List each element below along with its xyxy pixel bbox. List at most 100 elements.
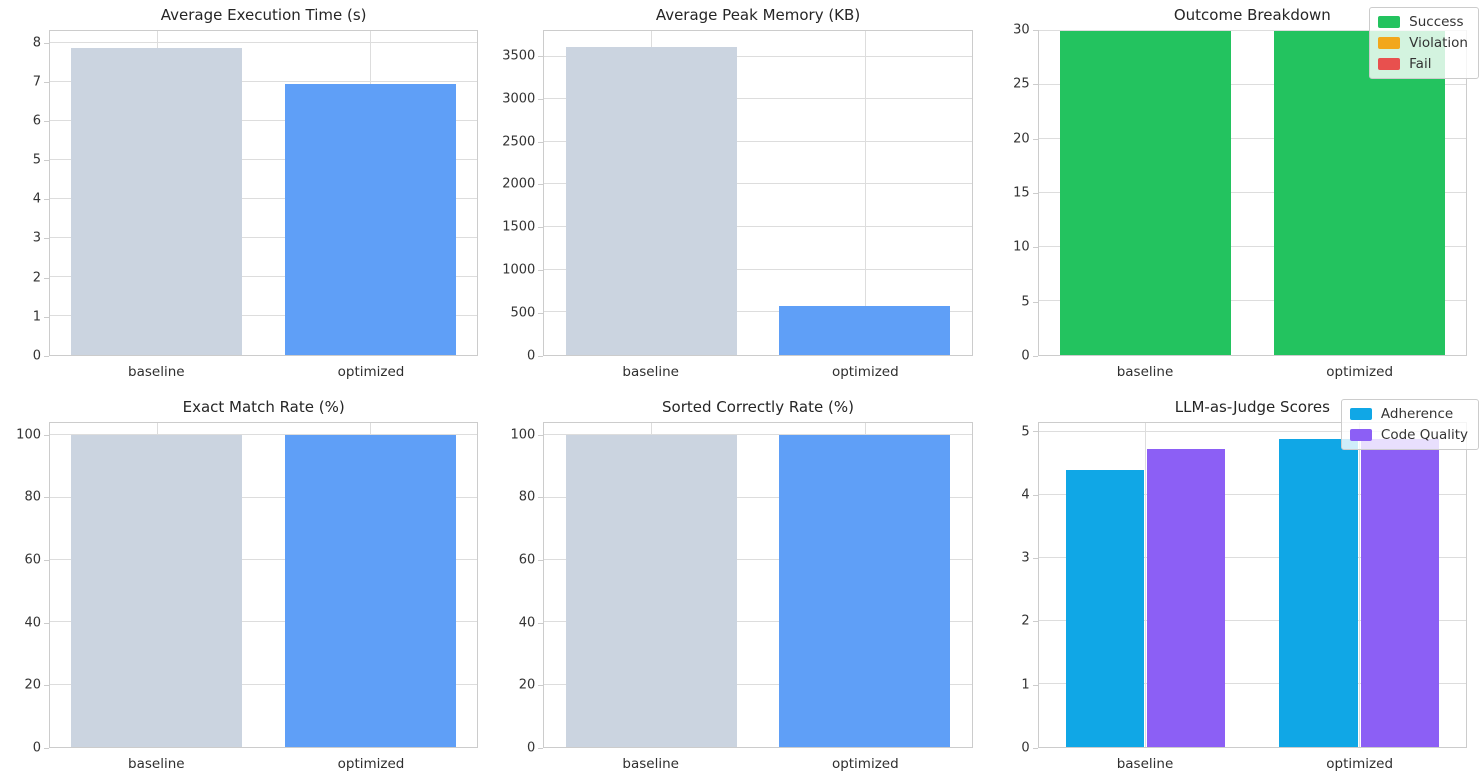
gridline-horizontal xyxy=(1038,84,1466,85)
gridline-horizontal xyxy=(544,683,972,685)
gridline-horizontal xyxy=(1038,431,1466,433)
y-tick-mark xyxy=(538,497,544,499)
y-tick-mark xyxy=(44,685,49,687)
legend-label: Fail xyxy=(1409,56,1432,72)
y-tick-label: 20 xyxy=(518,677,536,693)
y-tick-label: 3 xyxy=(32,230,41,246)
y-tick-mark xyxy=(44,316,49,318)
legend: Adherence Code Quality xyxy=(1340,399,1479,450)
x-tick-label-optimized: optimized xyxy=(831,756,899,772)
bar-baseline xyxy=(565,47,737,355)
gridline-horizontal xyxy=(50,276,478,278)
y-tick-label: 25 xyxy=(1013,76,1030,92)
y-tick-label: 100 xyxy=(510,427,536,443)
y-tick-label: 5 xyxy=(1021,424,1030,439)
y-tick-mark xyxy=(44,81,49,83)
x-tick-label-optimized: optimized xyxy=(1326,364,1394,380)
bar-baseline xyxy=(71,435,243,747)
y-tick-mark xyxy=(44,434,49,436)
y-tick-mark xyxy=(1032,356,1038,357)
gridline-horizontal xyxy=(1038,620,1466,622)
y-tick-label: 3500 xyxy=(502,48,536,64)
legend-swatch-adherence xyxy=(1349,408,1372,420)
gridline-horizontal xyxy=(50,237,478,239)
x-axis: baseline optimized xyxy=(1038,364,1467,384)
y-tick-mark xyxy=(538,184,544,186)
chart-title: Average Peak Memory (KB) xyxy=(655,6,861,24)
x-axis: baseline optimized xyxy=(49,364,478,384)
subplot-exact-match-rate: Exact Match Rate (%) 0 20 40 60 80 100 baselin… xyxy=(0,392,494,784)
y-tick-mark xyxy=(1032,558,1038,560)
x-tick-label-optimized: optimized xyxy=(831,364,899,380)
y-tick-mark xyxy=(1032,84,1038,86)
gridline-horizontal xyxy=(1038,300,1466,301)
bar-optimized xyxy=(779,435,951,747)
y-tick-label: 8 xyxy=(32,35,41,51)
legend-label: Success xyxy=(1409,14,1464,30)
y-tick-label: 15 xyxy=(1013,185,1030,201)
legend-item: Adherence xyxy=(1349,406,1468,422)
y-tick-label: 7 xyxy=(32,74,41,90)
y-tick-mark xyxy=(1032,301,1038,303)
chart-title: Sorted Correctly Rate (%) xyxy=(662,398,854,416)
gridline-vertical xyxy=(864,31,866,355)
y-tick-label: 30 xyxy=(1013,22,1030,38)
y-tick-label: 0 xyxy=(1021,348,1030,364)
bar-optimized xyxy=(285,435,456,747)
gridline-horizontal xyxy=(50,683,478,685)
y-tick-mark xyxy=(538,227,544,229)
y-tick-label: 3 xyxy=(1021,550,1030,566)
bar-baseline-code-quality xyxy=(1146,449,1226,747)
plot-area xyxy=(49,30,479,356)
y-tick-mark xyxy=(538,270,544,272)
gridline-horizontal xyxy=(50,559,478,561)
y-tick-mark xyxy=(44,120,49,122)
gridline-vertical xyxy=(1145,423,1147,747)
gridline-horizontal xyxy=(1038,557,1466,559)
y-tick-label: 80 xyxy=(518,489,536,505)
y-tick-label: 1000 xyxy=(502,262,536,278)
x-tick-label-baseline: baseline xyxy=(622,364,679,380)
y-tick-label: 4 xyxy=(32,191,41,207)
y-tick-mark xyxy=(1032,621,1038,623)
chart-title: Average Execution Time (s) xyxy=(160,6,367,24)
x-tick-label-baseline: baseline xyxy=(1116,364,1174,380)
y-tick-mark xyxy=(44,160,49,162)
legend-swatch-fail xyxy=(1378,58,1401,70)
gridline-horizontal xyxy=(50,496,478,498)
y-tick-label: 10 xyxy=(1013,239,1030,255)
plot-area xyxy=(49,422,479,748)
gridline-horizontal xyxy=(544,311,972,313)
legend-item: Fail xyxy=(1378,56,1468,72)
y-tick-label: 6 xyxy=(32,113,41,129)
x-axis: baseline optimized xyxy=(1038,756,1467,776)
y-tick-mark xyxy=(538,748,544,749)
y-tick-label: 2 xyxy=(32,270,41,286)
bar-baseline xyxy=(71,48,243,355)
y-tick-mark xyxy=(538,141,544,143)
y-tick-mark xyxy=(44,356,49,357)
plot-area xyxy=(543,30,973,356)
chart-title: Outcome Breakdown xyxy=(1173,6,1331,24)
chart-title: Exact Match Rate (%) xyxy=(182,398,345,416)
y-tick-mark xyxy=(1032,247,1038,249)
y-tick-mark xyxy=(538,98,544,100)
plot-area xyxy=(1037,422,1467,748)
y-tick-label: 1500 xyxy=(502,219,536,235)
y-tick-label: 1 xyxy=(1021,677,1030,693)
y-tick-mark xyxy=(538,685,544,687)
chart-title: LLM-as-Judge Scores xyxy=(1174,398,1330,416)
y-tick-mark xyxy=(44,277,49,279)
gridline-horizontal xyxy=(1038,683,1466,685)
y-tick-mark xyxy=(44,748,49,749)
legend-swatch-violation xyxy=(1378,37,1401,49)
y-tick-label: 2500 xyxy=(502,134,536,150)
y-tick-mark xyxy=(44,199,49,201)
y-axis: 0 20 40 60 80 100 xyxy=(0,422,41,755)
gridline-horizontal xyxy=(50,159,478,161)
gridline-horizontal xyxy=(544,140,972,142)
gridline-horizontal xyxy=(1038,246,1466,247)
gridline-horizontal xyxy=(544,98,972,100)
y-tick-label: 2 xyxy=(1021,613,1030,629)
y-tick-mark xyxy=(538,622,544,624)
